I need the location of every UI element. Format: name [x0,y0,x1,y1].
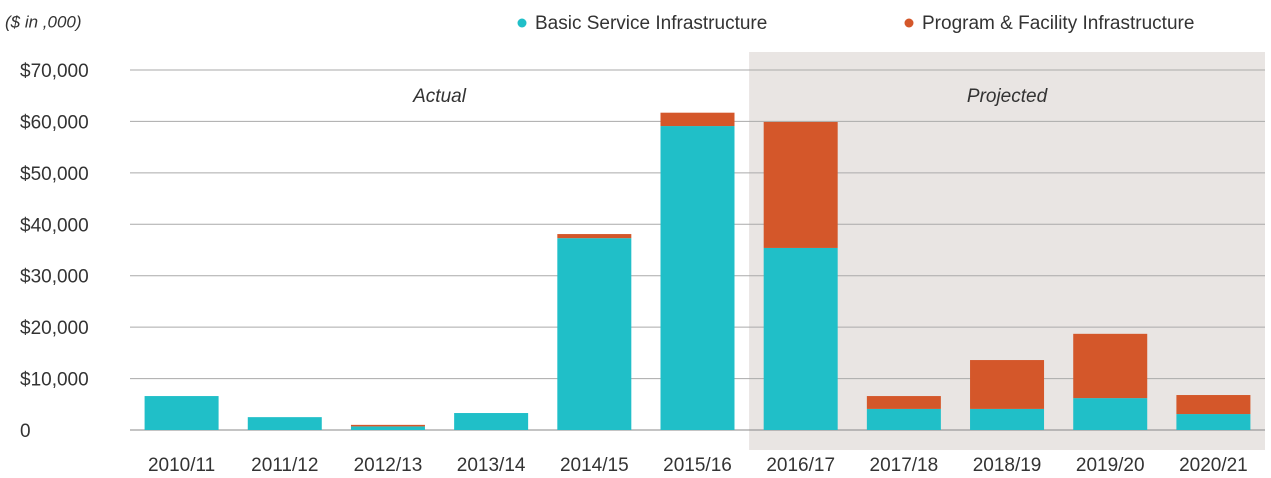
x-tick-label: 2018/19 [973,455,1042,476]
bar-segment [350,424,425,427]
y-tick-label: $60,000 [20,112,89,133]
bar-segment [1176,414,1251,430]
bar-segment [763,121,838,248]
bar-segment [1176,395,1251,415]
bar-segment [1073,398,1148,430]
x-tick-label: 2012/13 [354,455,423,476]
x-tick-label: 2017/18 [870,455,939,476]
y-tick-label: $50,000 [20,164,89,185]
x-tick-label: 2020/21 [1179,455,1248,476]
x-tick-label: 2013/14 [457,455,526,476]
bar-segment [660,126,735,431]
region-label: Actual [412,86,467,107]
bar-segment [1073,333,1148,399]
unit-note: ($ in ,000) [5,12,82,31]
region-label: Projected [967,86,1049,107]
bar-segment [247,417,322,430]
legend-label: Program & Facility Infrastructure [922,13,1194,34]
bar-segment [454,413,529,430]
x-tick-label: 2019/20 [1076,455,1145,476]
y-tick-label: $10,000 [20,370,89,391]
y-tick-label: $70,000 [20,61,89,82]
x-tick-label: 2016/17 [766,455,835,476]
bar-segment [144,396,219,430]
bar-segment [763,247,838,430]
legend-marker [517,18,527,28]
bar-segment [866,396,941,409]
bar-segment [970,408,1045,430]
y-tick-label: $40,000 [20,215,89,236]
x-tick-label: 2011/12 [251,455,318,476]
bar-segment [350,426,425,430]
y-tick-label: $30,000 [20,267,89,288]
bar-segment [970,360,1045,409]
bar-segment [660,112,735,127]
y-tick-label: 0 [20,421,31,442]
y-tick-label: $20,000 [20,318,89,339]
bar-segment [557,238,632,430]
x-tick-label: 2015/16 [663,455,732,476]
x-tick-label: 2014/15 [560,455,629,476]
bar-segment [866,408,941,430]
bar-segment [557,234,632,239]
x-tick-label: 2010/11 [148,455,215,476]
legend-label: Basic Service Infrastructure [535,13,767,34]
legend-marker [904,18,914,28]
